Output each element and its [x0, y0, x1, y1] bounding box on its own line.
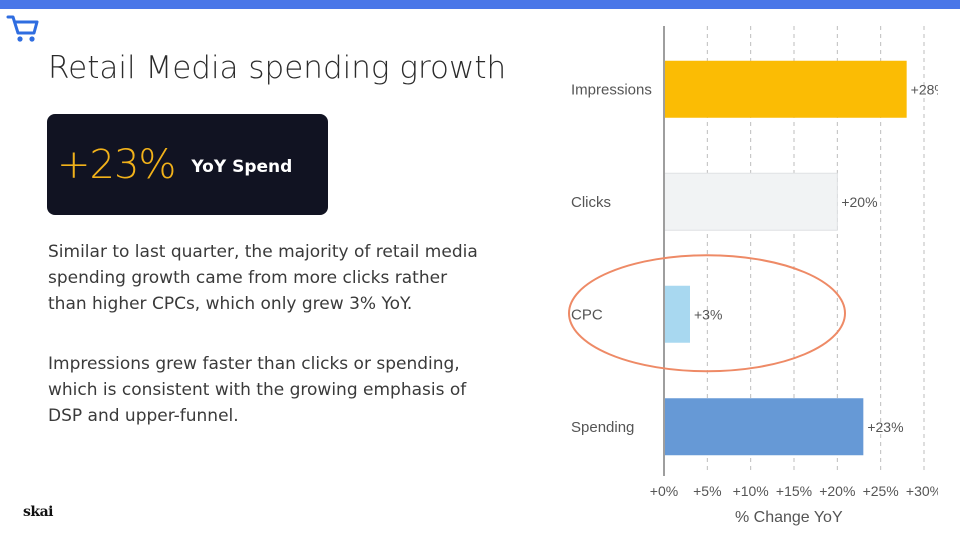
top-accent-bar [0, 0, 960, 9]
x-tick-label-2: +10% [733, 483, 769, 499]
brand-logo: skai [23, 504, 53, 520]
x-tick-label-5: +25% [863, 483, 899, 499]
slide-title: Retail Media spending growth [48, 50, 507, 86]
body-paragraph-2: Impressions grew faster than clicks or s… [48, 354, 467, 426]
body-paragraph-1: Similar to last quarter, the majority of… [48, 242, 478, 314]
bar-spending [664, 398, 864, 456]
x-tick-label-0: +0% [650, 483, 678, 499]
category-label-cpc: CPC [571, 306, 603, 323]
data-label-impressions: +28% [911, 81, 938, 97]
category-label-impressions: Impressions [571, 81, 652, 98]
bar-impressions [664, 60, 907, 118]
x-axis-label: % Change YoY [735, 509, 843, 526]
kpi-card: +23% YoY Spend [47, 114, 328, 215]
kpi-label: YoY Spend [191, 156, 293, 177]
x-tick-label-6: +30% [906, 483, 938, 499]
category-label-clicks: Clicks [571, 194, 611, 211]
bar-cpc [664, 285, 690, 343]
bar-chart: Impressions +28% Clicks +20% CPC +3% Spending +… [568, 26, 938, 526]
data-label-clicks: +20% [841, 194, 877, 210]
cpc-highlight-ellipse [568, 254, 846, 373]
x-tick-label-3: +15% [776, 483, 812, 499]
kpi-value: +23% [57, 141, 176, 188]
bar-clicks [663, 172, 838, 231]
shopping-cart-icon [6, 15, 39, 42]
data-label-spending: +23% [867, 419, 903, 435]
data-label-cpc: +3% [694, 306, 722, 322]
x-tick-label-1: +5% [693, 483, 721, 499]
x-tick-label-4: +20% [819, 483, 855, 499]
category-label-spending: Spending [571, 419, 634, 436]
